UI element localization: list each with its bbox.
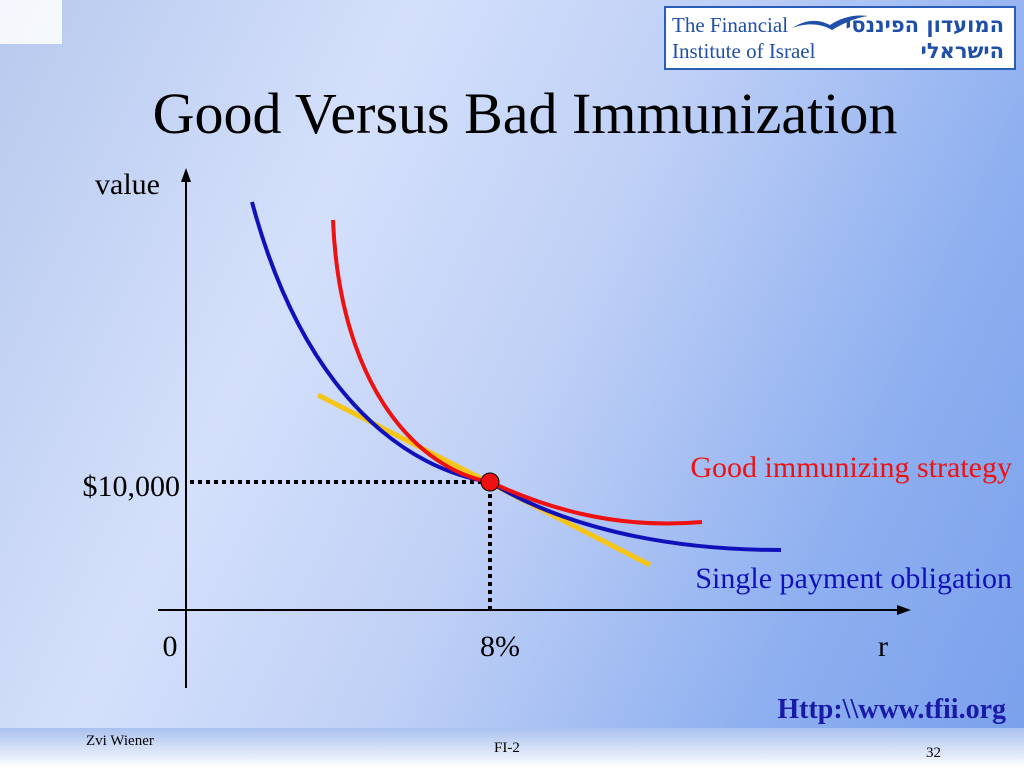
origin-label: 0 [163,630,178,663]
logo-hebrew-line1: המועדון הפיננסי [845,13,1004,37]
obligation-label: Single payment obligation [695,562,1012,595]
x-axis-label: r [878,630,888,663]
intersection-point [480,472,500,492]
website-link[interactable]: Http:\\www.tfii.org [777,694,1006,725]
logo-hebrew-text: המועדון הפיננסי הישראלי [834,12,1004,64]
x-axis-arrow [897,605,911,615]
footer-course: FI-2 [494,740,520,756]
footer-author: Zvi Wiener [86,733,154,749]
institute-logo: The Financial Institute of Israel המועדו… [664,6,1016,70]
good-strategy-curve [331,219,703,526]
footer-page-number: 32 [926,745,941,761]
logo-english-text: The Financial Institute of Israel [672,12,842,64]
y-axis-label: value [95,168,160,201]
rate-label: 8% [480,630,520,663]
corner-box [0,0,62,44]
good-strategy-label: Good immunizing strategy [690,451,1012,484]
logo-english-line1: The Financial [672,13,789,37]
obligation-curve [250,201,782,552]
slide-title: Good Versus Bad Immunization [152,81,898,146]
logo-hebrew-line2: הישראלי [920,39,1004,63]
slide-footer: Zvi Wiener FI-2 32 [0,728,1024,768]
y-axis-arrow [181,168,191,182]
logo-english-line2: Institute of Israel [672,39,816,63]
value-label: $10,000 [83,470,181,503]
seagull-icon [792,15,868,30]
